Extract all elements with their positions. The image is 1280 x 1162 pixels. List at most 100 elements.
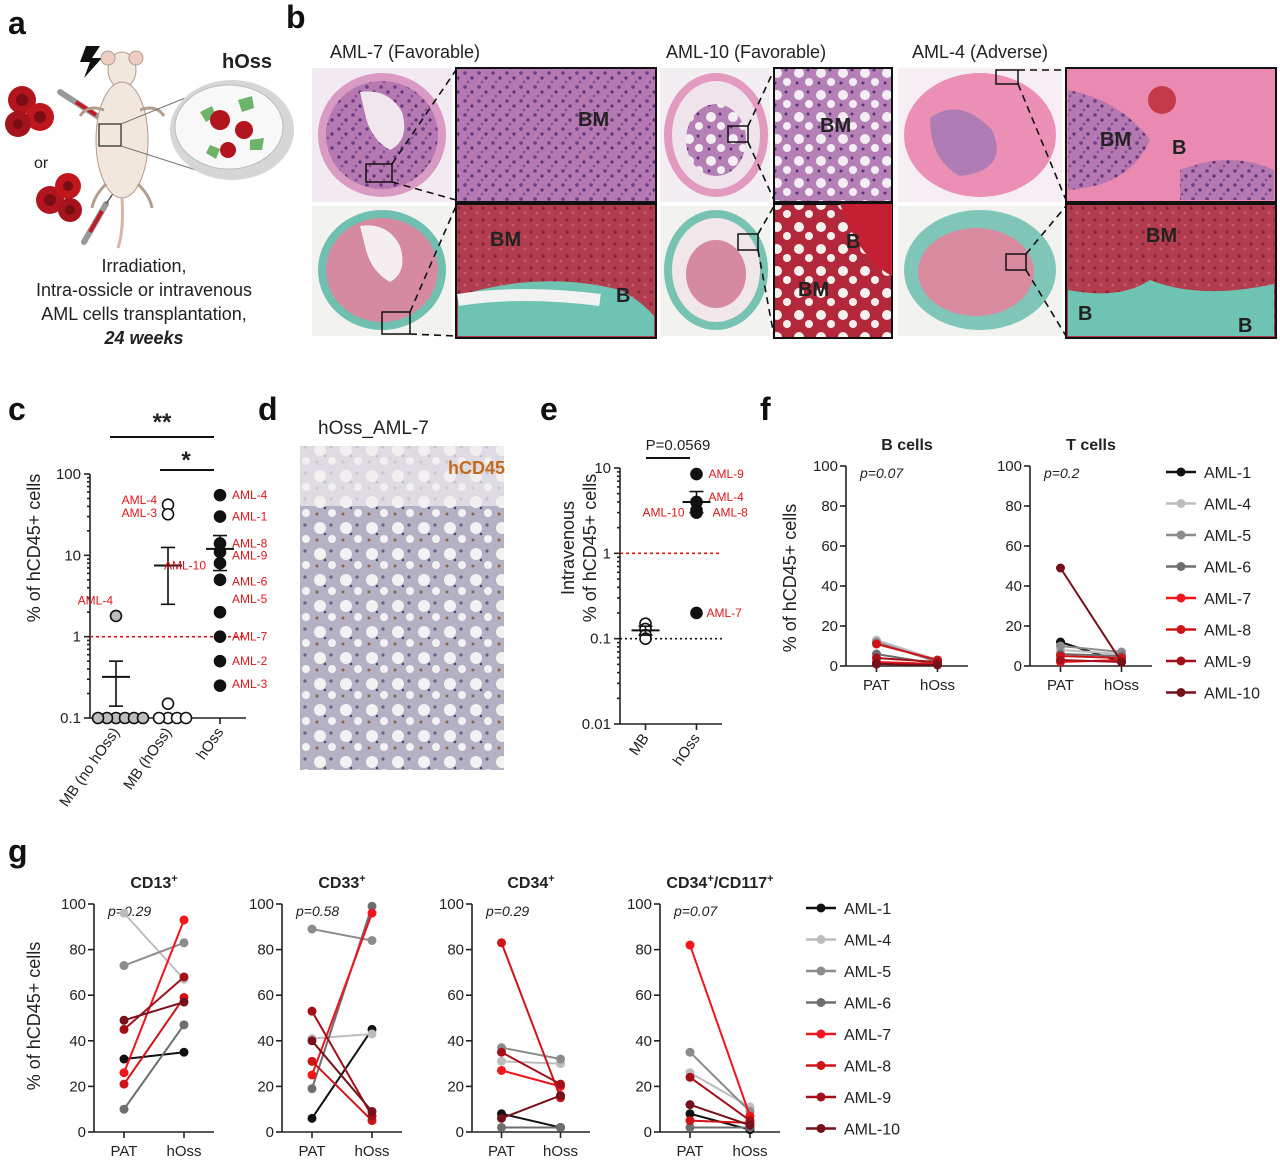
y-tick-label: 80 xyxy=(635,942,652,959)
data-point xyxy=(213,510,227,523)
data-point xyxy=(1056,563,1065,573)
legend-label: AML-10 xyxy=(844,1122,900,1139)
hoss-ossicle-icon xyxy=(170,80,294,180)
y-tick-label: 0 xyxy=(1014,658,1022,675)
data-point xyxy=(933,660,942,670)
series-line xyxy=(311,1060,373,1122)
data-point xyxy=(119,961,129,971)
panel-g: g % of hCD45+ cells 0 20 40 60 80 100 PAT hOss C… xyxy=(8,833,900,1160)
data-point xyxy=(1117,657,1126,667)
legend-marker xyxy=(1176,688,1186,697)
series-line xyxy=(123,1001,185,1022)
panel-label-b: b xyxy=(286,0,306,35)
legend-g: AML-1 AML-4 AML-5 AML-6 AML-7 AML-8 AML-9 AML-1… xyxy=(806,901,900,1139)
panel-label-g: g xyxy=(8,833,28,869)
caption-line-3: AML cells transplantation, xyxy=(41,304,246,324)
data-point xyxy=(367,1106,377,1116)
legend-marker xyxy=(1176,530,1186,540)
legend-label: AML-7 xyxy=(844,1027,891,1044)
y-tick-label: 60 xyxy=(821,538,838,555)
y-tick-label: 0 xyxy=(456,1124,464,1141)
series-line xyxy=(876,643,938,661)
series-line xyxy=(311,1040,373,1113)
y-tick-label: 100 xyxy=(813,458,838,475)
data-point xyxy=(367,908,377,918)
y-tick-label: 60 xyxy=(447,987,464,1004)
x-tick-label: MB (no hOss) xyxy=(56,725,123,811)
panel-c: c % of hCD45+ cells ** * 0.1 1 10 100 MB (no… xyxy=(8,391,268,810)
y-tick-label: 0.1 xyxy=(590,631,611,648)
y-tick-label: 1 xyxy=(73,629,81,646)
legend-label: AML-6 xyxy=(844,996,891,1013)
region-label-bm: BM xyxy=(798,279,829,301)
legend-marker xyxy=(816,903,826,913)
x-tick-label: MB (hOss) xyxy=(120,725,175,793)
chart-title: CD34+/CD117+ xyxy=(666,873,773,892)
caption-line-2: Intra-ossicle or intravenous xyxy=(36,280,252,300)
data-point xyxy=(685,1047,695,1057)
data-point xyxy=(497,1047,506,1057)
legend-label: AML-10 xyxy=(1204,686,1260,703)
region-label-b: B xyxy=(616,285,630,307)
data-point xyxy=(497,1122,506,1132)
x-tick-label: MB xyxy=(626,731,653,759)
y-axis-label: % of hCD45+ cells xyxy=(580,474,600,623)
chart-title: B cells xyxy=(881,437,933,454)
x-tick-label: hOss xyxy=(1104,677,1139,694)
legend-marker xyxy=(816,1092,826,1102)
data-point xyxy=(307,1084,317,1094)
y-tick-label: 100 xyxy=(61,896,86,913)
legend-marker xyxy=(1176,593,1186,603)
data-point xyxy=(213,488,227,502)
line-chart-b-cells: 0 20 40 60 80 100 PAT hOss B cells p=0.07 xyxy=(813,437,968,694)
y-tick-label: 0.1 xyxy=(60,710,81,727)
data-point xyxy=(307,1006,317,1016)
series-line xyxy=(1059,567,1123,663)
series-line xyxy=(689,944,751,1117)
data-point xyxy=(685,940,695,950)
point-annotation: AML-10 xyxy=(164,558,206,572)
y-tick-label: 20 xyxy=(69,1078,86,1095)
series-line xyxy=(123,919,185,1074)
y-tick-label: 20 xyxy=(447,1078,464,1095)
legend-marker xyxy=(816,966,826,976)
data-point xyxy=(213,630,227,643)
data-point xyxy=(685,1100,695,1110)
data-point xyxy=(213,605,227,619)
y-tick-label: 40 xyxy=(635,1033,652,1050)
data-point xyxy=(497,1065,506,1075)
p-value: p=0.2 xyxy=(1043,465,1080,481)
data-point xyxy=(109,609,123,623)
chart-title: T cells xyxy=(1066,437,1116,454)
legend-f: AML-1 AML-4 AML-5 AML-6 AML-7 AML-8 AML-9 AML-1… xyxy=(1166,465,1260,703)
p-value: p=0.07 xyxy=(859,465,904,481)
data-point xyxy=(367,901,377,911)
line-chart-cd13: 0 20 40 60 80 100 PAT hOss CD13+ p=0.29 xyxy=(61,873,214,1160)
series-line xyxy=(123,976,185,1031)
histology-aml7: BM BM B xyxy=(312,67,657,339)
data-point xyxy=(213,679,227,692)
y-tick-label: 80 xyxy=(1005,498,1022,515)
legend-label: AML-5 xyxy=(1204,528,1251,545)
panel-label-d: d xyxy=(258,391,278,427)
legend-marker xyxy=(816,1061,826,1070)
point-annotation: AML-6 xyxy=(232,574,268,588)
histology-aml10: BM B BM xyxy=(660,67,893,339)
line-chart-cd34-cd117: 0 20 40 60 80 100 PAT hOss CD34+/CD117+ p=0.07 xyxy=(627,873,780,1160)
legend-label: AML-7 xyxy=(1204,591,1251,608)
data-point xyxy=(367,1029,377,1039)
point-annotation: AML-9 xyxy=(232,548,268,562)
y-tick-label: 100 xyxy=(56,466,81,483)
x-tick-label: PAT xyxy=(488,1143,515,1160)
y-tick-label: 100 xyxy=(997,458,1022,475)
data-point xyxy=(690,606,703,620)
data-point xyxy=(136,711,150,725)
x-tick-label: hOss xyxy=(920,677,955,694)
ihc-stain-label: hCD45 xyxy=(448,458,505,478)
panel-label-a: a xyxy=(8,5,26,41)
y-tick-label: 40 xyxy=(257,1033,274,1050)
y-tick-label: 0 xyxy=(266,1124,274,1141)
x-tick-label: PAT xyxy=(111,1143,138,1160)
aml-cell-cluster-icon xyxy=(36,173,82,222)
